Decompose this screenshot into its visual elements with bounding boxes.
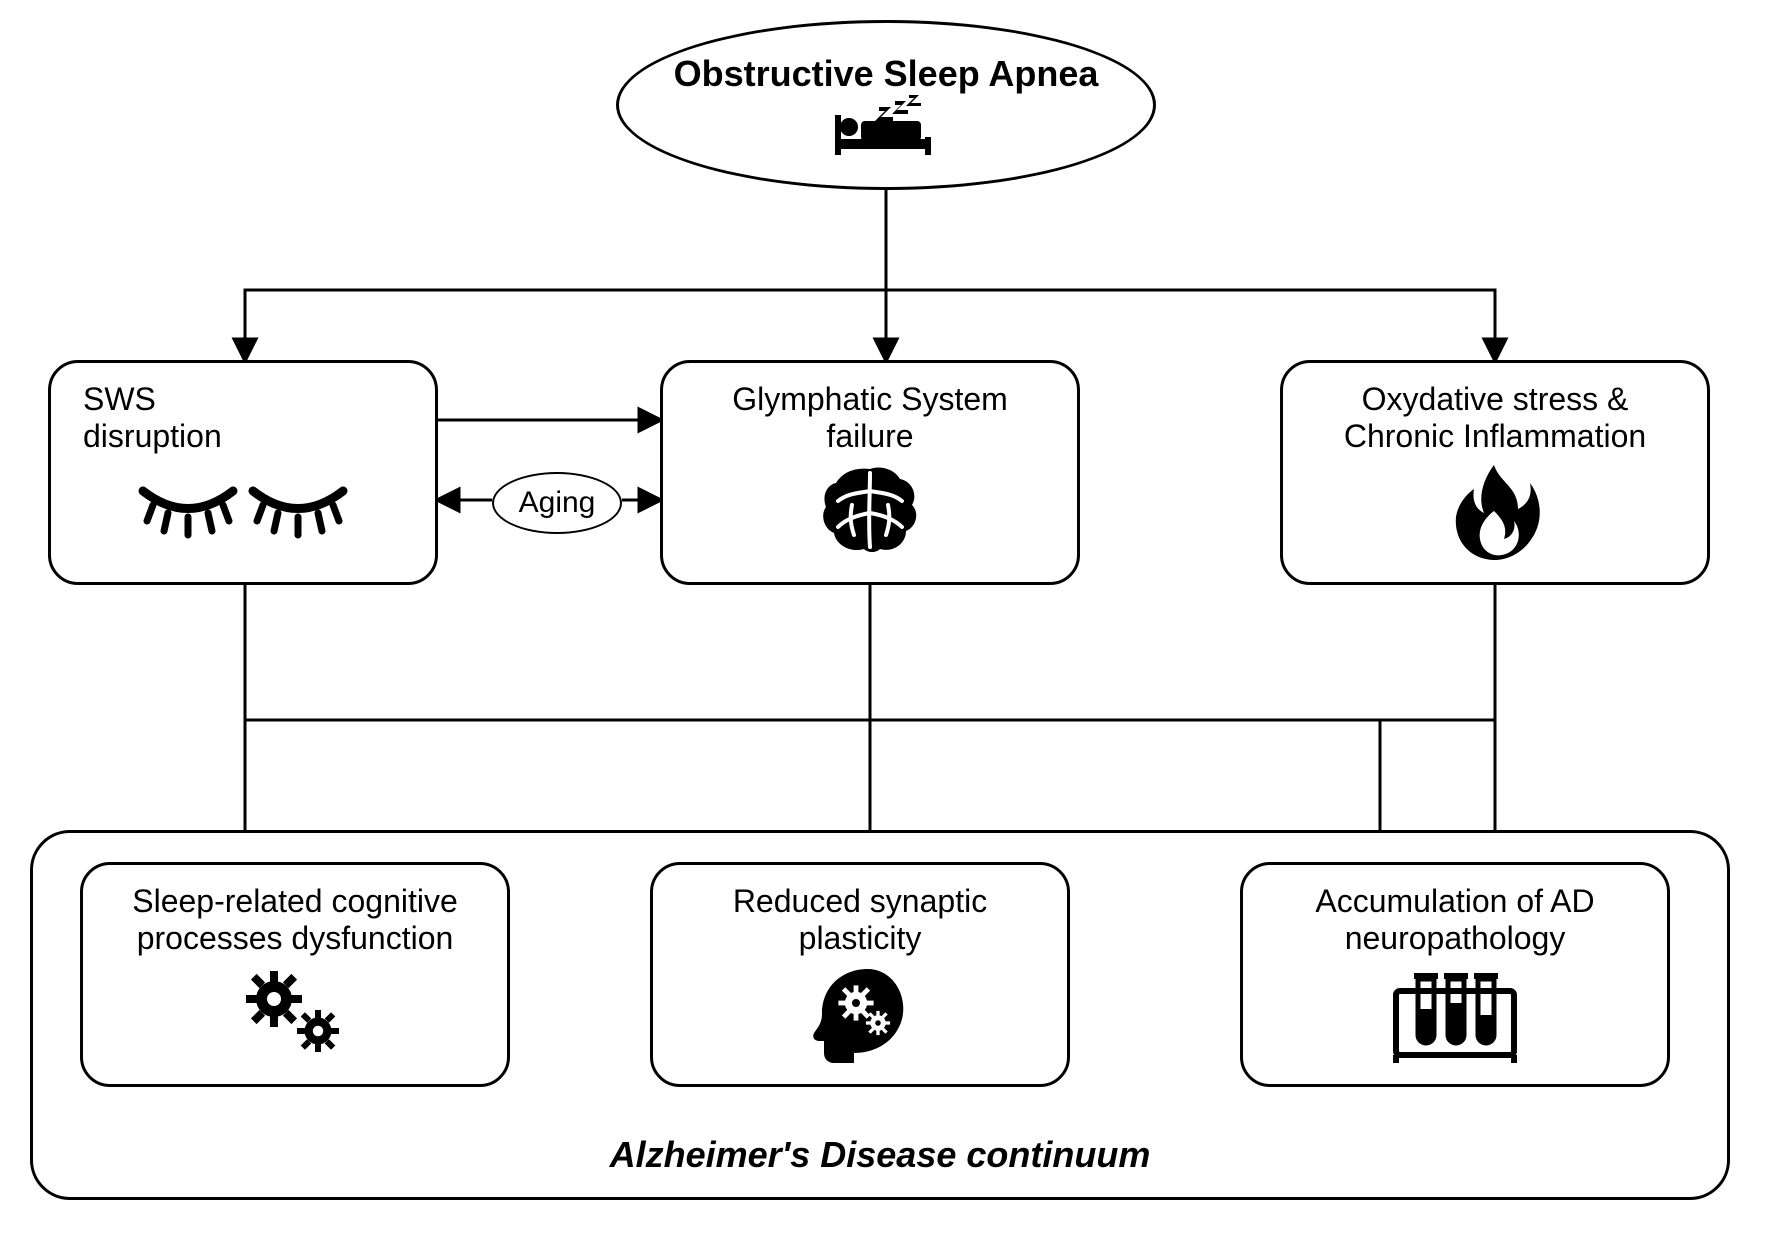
node-oxidative-stress: Oxydative stress & Chronic Inflammation <box>1280 360 1710 585</box>
node-sws-label: SWS disruption <box>73 381 222 455</box>
node-sws-disruption: SWS disruption <box>48 360 438 585</box>
node-aging-label: Aging <box>519 486 596 521</box>
node-cognitive-dysfunction: Sleep-related cognitive processes dysfun… <box>80 862 510 1087</box>
node-accum-label: Accumulation of AD neuropathology <box>1315 883 1594 957</box>
node-glymph-label: Glymphatic System failure <box>732 381 1008 455</box>
flowchart-canvas: Obstructive Sleep Apnea <box>0 0 1770 1243</box>
node-ad-neuropathology: Accumulation of AD neuropathology <box>1240 862 1670 1087</box>
node-osa: Obstructive Sleep Apnea <box>616 20 1156 190</box>
node-osa-label: Obstructive Sleep Apnea <box>674 53 1099 94</box>
node-cog-label: Sleep-related cognitive processes dysfun… <box>132 883 458 957</box>
head-gears-icon <box>810 967 910 1067</box>
flame-icon <box>1450 465 1540 565</box>
gears-icon <box>240 969 350 1059</box>
node-aging: Aging <box>492 472 622 534</box>
container-label: Alzheimer's Disease continuum <box>33 1134 1727 1175</box>
node-synaptic-plasticity: Reduced synaptic plasticity <box>650 862 1070 1087</box>
node-synaptic-label: Reduced synaptic plasticity <box>733 883 987 957</box>
test-tubes-icon <box>1390 967 1520 1067</box>
brain-icon <box>820 465 920 555</box>
closed-eyes-icon <box>133 471 353 541</box>
sleep-bed-zzz-icon <box>821 95 951 159</box>
node-glymphatic-failure: Glymphatic System failure <box>660 360 1080 585</box>
node-oxstress-label: Oxydative stress & Chronic Inflammation <box>1344 381 1646 455</box>
